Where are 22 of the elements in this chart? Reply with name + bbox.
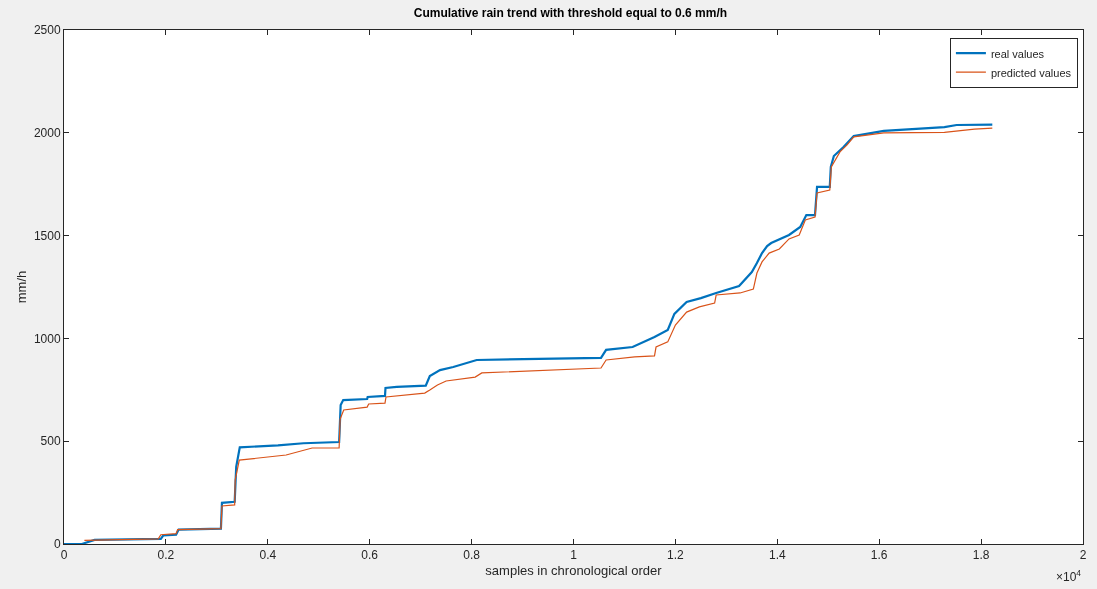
x-tick-label: 1 [570,548,578,563]
x-tick-label: 1.2 [667,548,685,563]
x-tick-label: 1.8 [972,548,990,563]
y-tick-label: 500 [40,434,61,449]
y-tick-label: 2000 [33,126,61,140]
text: ×10$^{4}$ [1056,568,1082,585]
x-axis-title: samples in chronological order [485,563,663,578]
y-tick-label: 2500 [33,23,61,38]
chart-title: Cumulative rain trend with threshold equal to 0.6 mm/h [413,6,728,21]
y-tick-label: 1500 [33,228,61,243]
y-tick-label: 1000 [33,331,61,346]
y-tick-label: 0 [53,537,61,552]
x-tick-label: 1.6 [870,548,888,563]
legend-label: predicted values [990,66,1072,79]
x-tick-label: 0.8 [463,548,481,563]
x-tick-label: 1.4 [768,548,786,563]
x-tick-label: 0.4 [259,548,277,563]
x-tick-label: 2 [1079,548,1087,563]
x-tick-label: 0.2 [157,548,175,563]
legend-label: real values [990,47,1045,60]
y-axis-title: mm/h [13,270,29,304]
x-tick-label: 0.6 [361,548,379,563]
